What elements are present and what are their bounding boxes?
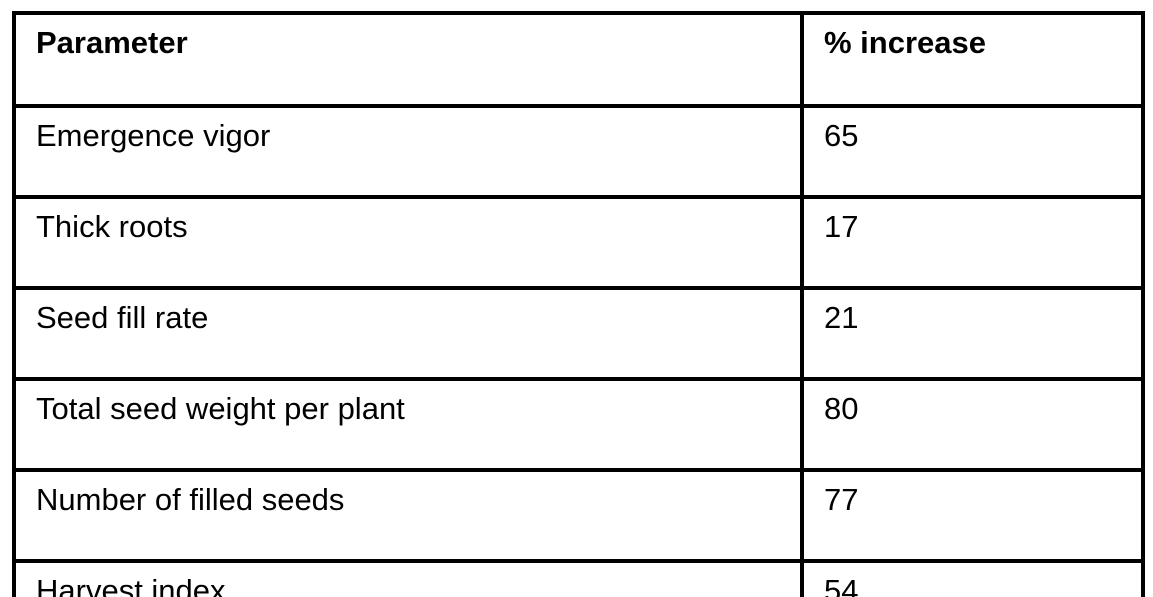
cell-increase: 65 (800, 104, 1145, 199)
cell-parameter: Seed fill rate (12, 286, 804, 381)
cell-increase: 21 (800, 286, 1145, 381)
cell-parameter: Harvest index (12, 559, 804, 597)
table-row: Thick roots 17 (12, 195, 1145, 290)
table-row: Number of filled seeds 77 (12, 468, 1145, 563)
table-body: Emergence vigor 65 Thick roots 17 Seed f… (12, 104, 1145, 597)
table-row: Harvest index 54 (12, 559, 1145, 597)
cell-increase: 80 (800, 377, 1145, 472)
parameter-increase-table: Parameter % increase Emergence vigor 65 … (12, 11, 1145, 597)
column-header-increase: % increase (800, 11, 1145, 108)
cell-parameter: Total seed weight per plant (12, 377, 804, 472)
cell-increase: 54 (800, 559, 1145, 597)
cell-increase: 17 (800, 195, 1145, 290)
table-row: Emergence vigor 65 (12, 104, 1145, 199)
column-header-parameter: Parameter (12, 11, 804, 108)
cell-parameter: Emergence vigor (12, 104, 804, 199)
table-header: Parameter % increase (12, 11, 1145, 108)
cell-increase: 77 (800, 468, 1145, 563)
header-row: Parameter % increase (12, 11, 1145, 108)
table-row: Total seed weight per plant 80 (12, 377, 1145, 472)
cell-parameter: Number of filled seeds (12, 468, 804, 563)
table-row: Seed fill rate 21 (12, 286, 1145, 381)
cell-parameter: Thick roots (12, 195, 804, 290)
